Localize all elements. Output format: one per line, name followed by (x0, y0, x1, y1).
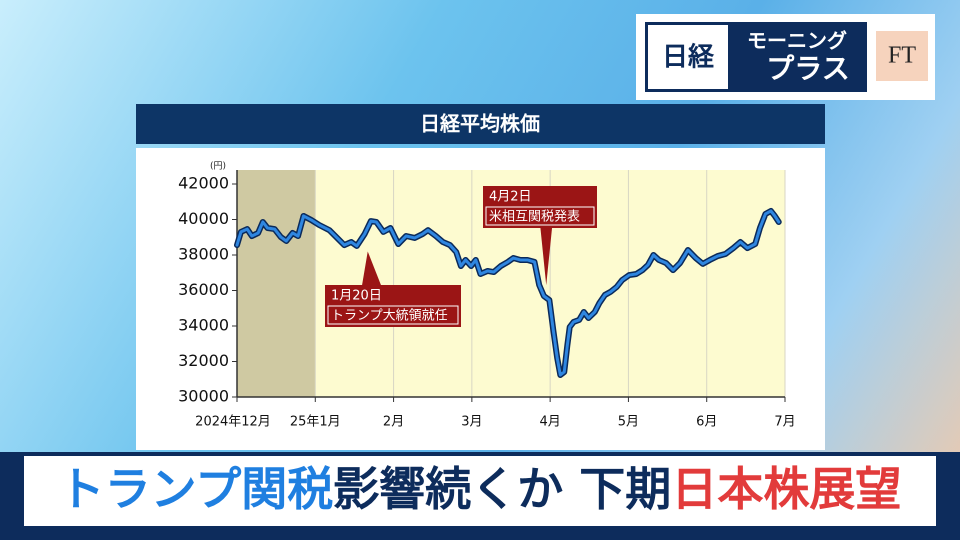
x-tick-label: 3月 (461, 415, 482, 430)
chart-title: 日経平均株価 (420, 112, 540, 136)
annotation-date: 4月2日 (489, 190, 532, 205)
y-tick-label: 36000 (178, 280, 229, 299)
annotation-pointer (361, 251, 382, 287)
logo-brand-box (648, 25, 728, 89)
y-unit: (円) (210, 161, 226, 172)
shaded-range (237, 170, 316, 397)
annotation-text: 米相互関税発表 (489, 210, 580, 225)
logo-partner-box (876, 31, 928, 81)
line (235, 209, 781, 377)
x-tick-label: 6月 (696, 415, 717, 430)
y-tick-label: 32000 (178, 351, 229, 370)
x-tick-label: 2024年12月 (195, 415, 271, 430)
chart-header (136, 104, 825, 144)
x-tick-label: 25年1月 (290, 415, 341, 430)
annotation-text-box (327, 305, 459, 325)
logo-brand: 日経 (662, 42, 715, 73)
plot-area: 2024年12月 25年1月 2月 3月 4月 5月 6月 7月 30000 32000 34000… (178, 170, 796, 430)
x-tick-label: 7月 (774, 415, 795, 430)
caption-box (24, 456, 936, 526)
y-tick-label: 30000 (178, 387, 229, 406)
x-tick-label: 2月 (383, 415, 404, 430)
x-tick-label: 5月 (618, 415, 639, 430)
annotation-pointer (540, 226, 553, 286)
annotation-text: トランプ大統領就任 (331, 309, 448, 324)
x-tick-label: 4月 (540, 415, 561, 430)
logo-line1: モーニング (747, 29, 847, 53)
annotation-text-box (485, 206, 595, 226)
y-tick-label: 40000 (178, 209, 229, 228)
caption-part: 日本株展望 (671, 462, 901, 516)
logo-partner: FT (888, 43, 916, 69)
logo-line2: プラス (766, 52, 849, 85)
caption-part: 影響続くか 下期 (333, 462, 671, 516)
y-tick-label: 42000 (178, 174, 229, 193)
y-tick-label: 34000 (178, 316, 229, 335)
annotation-date: 1月20日 (331, 289, 382, 304)
caption: トランプ関税影響続くか 下期日本株展望 (59, 462, 902, 516)
y-tick-label: 38000 (178, 245, 229, 264)
caption-part: トランプ関税 (59, 462, 334, 516)
